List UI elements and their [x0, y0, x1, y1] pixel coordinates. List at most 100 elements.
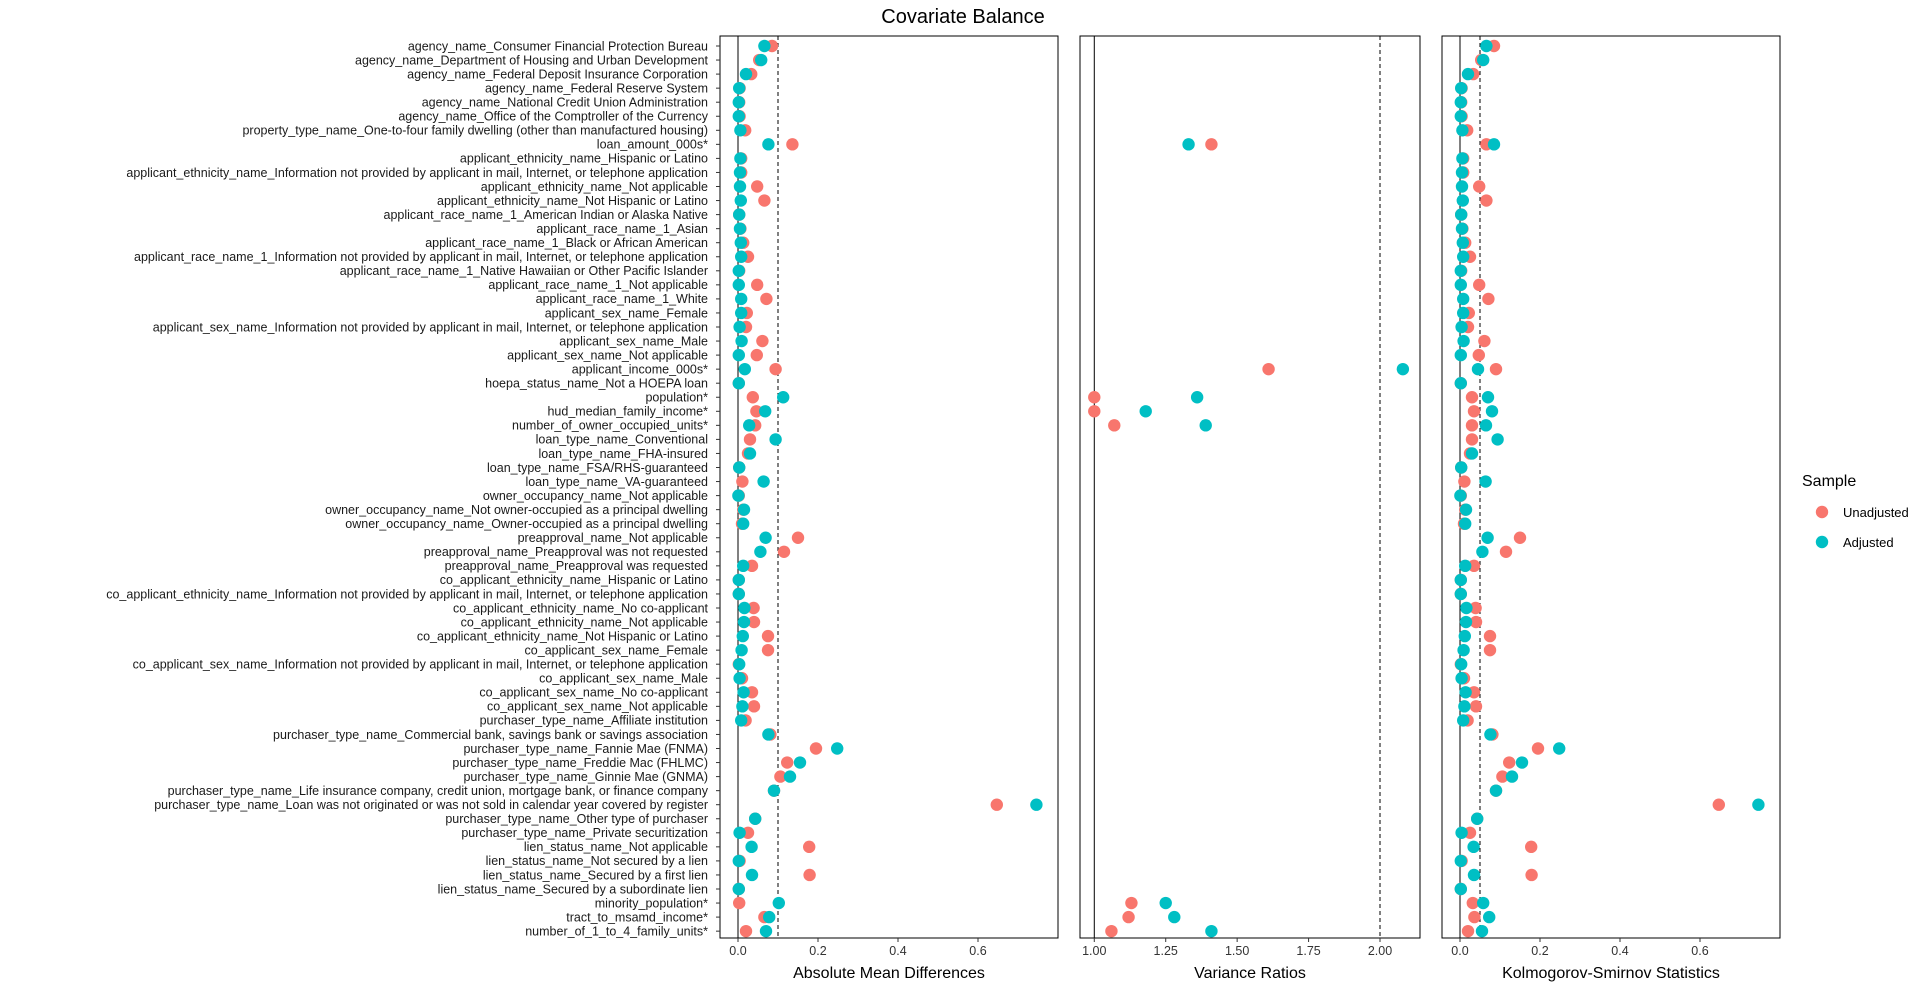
- data-point-adjusted: [1396, 362, 1410, 376]
- legend-title: Sample: [1802, 473, 1856, 490]
- data-point-unadjusted: [1503, 756, 1516, 769]
- data-point-adjusted: [745, 868, 759, 882]
- x-axis-title: Absolute Mean Differences: [793, 965, 985, 982]
- data-point-adjusted: [1454, 278, 1468, 292]
- x-tick-label: 0.4: [1611, 944, 1628, 958]
- covariate-label: lien_status_name_Not secured by a lien: [486, 854, 708, 868]
- covariate-label: applicant_race_name_1_Native Hawaiian or…: [340, 264, 708, 278]
- data-point-unadjusted: [1465, 391, 1479, 404]
- panel-3: 0.0 0.2 0.4 0.6 Kolmogorov-Smirnov Statistic…: [1441, 35, 1781, 982]
- covariate-label: preapproval_name_Preapproval was not req…: [424, 545, 708, 559]
- data-point-adjusted: [1455, 208, 1468, 221]
- data-point-unadjusted: [747, 601, 760, 615]
- covariate-label: applicant_sex_name_Male: [559, 334, 708, 348]
- data-point-unadjusted: [1473, 278, 1486, 292]
- data-point-adjusted: [1459, 503, 1473, 516]
- x-tick-label: 0.0: [1451, 944, 1468, 958]
- data-point-adjusted: [732, 264, 745, 277]
- data-point-adjusted: [1454, 96, 1468, 109]
- data-point-adjusted: [1491, 433, 1504, 446]
- panel-1: 0.0 0.2 0.4 0.6 Absolute Mean Differences: [716, 35, 1059, 982]
- series-adjusted: [1139, 138, 1410, 938]
- covariate-label: co_applicant_sex_name_Information not pr…: [133, 658, 708, 672]
- data-point-adjusted: [734, 152, 747, 165]
- data-point-adjusted: [733, 208, 746, 221]
- covariate-label: agency_name_Consumer Financial Protectio…: [408, 39, 708, 53]
- covariate-label: loan_type_name_FHA-insured: [538, 447, 708, 461]
- data-point-adjusted: [1457, 306, 1470, 320]
- panel-border: [1079, 35, 1421, 939]
- data-point-unadjusted: [743, 433, 757, 446]
- covariate-label: agency_name_Office of the Comptroller of…: [398, 110, 708, 124]
- data-point-adjusted: [772, 896, 785, 910]
- data-point-unadjusted: [803, 868, 816, 882]
- covariate-label: number_of_owner_occupied_units*: [512, 419, 708, 433]
- data-point-adjusted: [1454, 573, 1468, 587]
- covariate-label: purchaser_type_name_Commercial bank, sav…: [273, 728, 708, 742]
- covariate-label: number_of_1_to_4_family_units*: [525, 924, 708, 938]
- series-unadjusted: [732, 39, 1003, 938]
- data-point-unadjusted: [751, 278, 764, 292]
- data-point-unadjusted: [750, 348, 763, 362]
- panel-border: [1441, 35, 1781, 939]
- data-point-unadjusted: [1108, 419, 1121, 432]
- data-point-adjusted: [1455, 166, 1469, 179]
- covariate-label: purchaser_type_name_Other type of purcha…: [445, 812, 708, 826]
- covariate-label: applicant_sex_name_Female: [545, 306, 708, 320]
- data-point-adjusted: [1481, 531, 1494, 544]
- data-point-unadjusted: [1525, 868, 1538, 882]
- data-point-adjusted: [759, 924, 773, 938]
- data-point-adjusted: [1456, 194, 1470, 207]
- data-point-adjusted: [734, 236, 747, 249]
- data-point-adjusted: [749, 812, 762, 825]
- data-point-unadjusted: [739, 924, 753, 938]
- data-point-adjusted: [733, 672, 746, 685]
- data-point-adjusted: [732, 573, 745, 587]
- data-point-unadjusted: [1480, 194, 1493, 207]
- data-point-adjusted: [831, 742, 844, 755]
- covariate-label: applicant_race_name_1_Information not pr…: [134, 250, 708, 264]
- data-point-adjusted: [1454, 587, 1468, 601]
- covariate-label: applicant_ethnicity_name_Information not…: [126, 166, 708, 180]
- covariate-label: co_applicant_sex_name_Not applicable: [487, 700, 708, 714]
- covariate-label: applicant_race_name_1_White: [536, 292, 708, 306]
- series-adjusted: [1454, 39, 1765, 938]
- covariate-label: applicant_race_name_1_Black or African A…: [425, 236, 708, 250]
- legend-label-adjusted: Adjusted: [1843, 535, 1894, 550]
- data-point-adjusted: [1159, 896, 1172, 910]
- covariate-label: lien_status_name_Secured by a subordinat…: [438, 882, 708, 896]
- legend: Sample Unadjusted Adjusted: [1802, 473, 1909, 550]
- data-point-adjusted: [733, 180, 747, 193]
- covariate-label: applicant_ethnicity_name_Not Hispanic or…: [437, 194, 708, 208]
- data-point-adjusted: [1182, 138, 1195, 151]
- data-point-adjusted: [1456, 236, 1470, 249]
- data-point-adjusted: [1484, 728, 1497, 741]
- data-point-unadjusted: [756, 334, 769, 348]
- data-point-adjusted: [1505, 770, 1519, 783]
- data-point-adjusted: [737, 615, 751, 629]
- covariate-label: loan_type_name_Conventional: [536, 433, 708, 447]
- data-point-unadjusted: [774, 770, 787, 783]
- data-point-unadjusted: [1122, 910, 1135, 924]
- data-point-adjusted: [1139, 405, 1152, 418]
- data-point-unadjusted: [1513, 531, 1527, 544]
- covariate-label: agency_name_Federal Reserve System: [485, 81, 708, 95]
- data-point-adjusted: [1483, 910, 1496, 924]
- data-point-adjusted: [738, 601, 751, 615]
- data-point-adjusted: [1477, 53, 1490, 67]
- data-point-unadjusted: [747, 615, 761, 629]
- data-point-unadjusted: [1461, 924, 1475, 938]
- data-point-adjusted: [1455, 672, 1468, 685]
- data-point-adjusted: [1457, 250, 1470, 263]
- legend-key-unadjusted: [1815, 505, 1829, 519]
- data-point-unadjusted: [760, 292, 773, 306]
- covariate-label: owner_occupancy_name_Owner-occupied as a…: [345, 517, 708, 531]
- data-point-adjusted: [1479, 475, 1492, 488]
- data-point-unadjusted: [1458, 475, 1471, 488]
- x-tick-label: 0.6: [969, 944, 986, 958]
- data-point-unadjusted: [746, 391, 759, 404]
- data-point-adjusted: [1168, 910, 1181, 924]
- data-point-adjusted: [1471, 362, 1485, 376]
- data-point-adjusted: [1457, 714, 1470, 727]
- data-point-adjusted: [762, 728, 775, 741]
